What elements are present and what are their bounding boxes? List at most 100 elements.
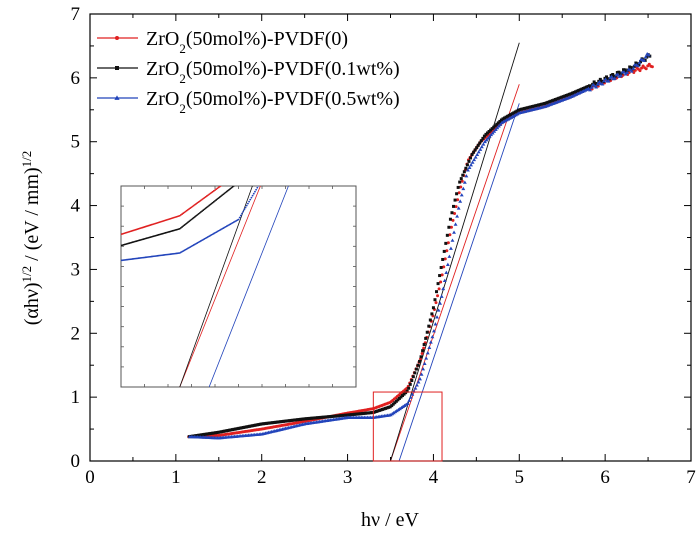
data-point [224, 429, 228, 433]
data-point [422, 343, 426, 347]
data-point [592, 80, 596, 84]
inset-data-point [222, 183, 224, 185]
data-point [263, 422, 267, 426]
data-point [333, 414, 337, 418]
data-point [198, 433, 202, 437]
inset-data-point [255, 144, 257, 146]
data-point [428, 318, 432, 322]
data-point [434, 301, 438, 305]
inset-data-point [228, 179, 230, 181]
data-point [515, 112, 520, 116]
data-point [254, 423, 258, 427]
inset-data-point [293, 51, 295, 53]
inset-data-point [255, 139, 257, 141]
inset-data-point [312, 0, 314, 2]
data-series [187, 52, 654, 440]
inset-data-point [301, 23, 303, 25]
inset-data-point [226, 181, 228, 183]
data-point [469, 163, 473, 167]
data-point [197, 433, 201, 437]
data-point [526, 106, 530, 110]
data-point [441, 257, 445, 261]
data-point [430, 312, 434, 316]
data-point [496, 121, 500, 125]
data-point [618, 73, 623, 77]
data-point [518, 108, 522, 112]
data-point [499, 118, 503, 122]
data-point [643, 54, 648, 59]
inset-data-point [248, 152, 250, 154]
data-point [581, 86, 585, 90]
data-point [272, 420, 276, 424]
data-point [521, 107, 525, 111]
inset-data-point [322, 24, 324, 26]
x-tick-label: 2 [257, 467, 267, 488]
data-point [529, 105, 533, 109]
data-point [535, 103, 539, 107]
inset-data-point [233, 175, 235, 177]
data-point [482, 134, 486, 138]
inset-data-point [236, 182, 238, 184]
inset-data-point [258, 139, 260, 141]
inset-data-point [235, 174, 237, 176]
inset-data-point [290, 118, 292, 120]
data-point [419, 355, 423, 359]
data-point [533, 104, 537, 108]
data-point [271, 421, 275, 425]
data-point [278, 420, 282, 424]
data-point [495, 122, 499, 126]
inset-data-point [308, 10, 310, 12]
data-point [532, 104, 536, 108]
data-point [530, 105, 534, 109]
data-point [218, 430, 222, 434]
data-point [462, 170, 466, 174]
data-point [492, 125, 496, 129]
data-point [346, 413, 350, 417]
inset-data-point [260, 130, 262, 132]
data-point [282, 419, 286, 423]
data-point [240, 426, 244, 430]
data-point [246, 425, 250, 429]
y-tick-label: 6 [71, 68, 81, 89]
inset-data-point [219, 186, 222, 187]
data-point [588, 88, 592, 92]
inset-series-2 [121, 24, 324, 262]
inset-data-point [254, 147, 256, 149]
data-point [411, 375, 415, 379]
data-point [549, 99, 553, 103]
inset-data-point [262, 177, 264, 179]
data-point [638, 69, 642, 73]
data-point [513, 112, 518, 117]
data-point [413, 371, 417, 375]
data-point [594, 85, 599, 89]
inset-data-point [247, 162, 249, 164]
data-point [416, 380, 421, 384]
data-point [515, 109, 519, 113]
data-point [354, 412, 358, 416]
inset-data-point [255, 188, 258, 191]
data-point [606, 77, 610, 81]
data-point [297, 418, 301, 422]
data-point [427, 345, 432, 349]
inset-data-point [245, 204, 248, 207]
series-2 [187, 52, 651, 440]
inset-data-point [236, 173, 238, 175]
data-point [623, 68, 627, 72]
y-tick-label: 1 [71, 387, 81, 408]
inset-data-point [268, 117, 270, 119]
inset-data-point [307, 3, 309, 5]
inset-data-point [278, 151, 280, 153]
inset-data-point [241, 174, 243, 176]
inset-data-point [235, 183, 237, 185]
data-point [650, 65, 654, 69]
data-point [334, 414, 338, 418]
data-point [575, 89, 579, 93]
data-point [490, 127, 494, 131]
data-point [499, 120, 504, 125]
data-point [266, 421, 270, 425]
data-point [646, 53, 651, 57]
inset-data-point [253, 149, 255, 151]
data-point [635, 63, 640, 68]
data-point [251, 424, 255, 428]
data-point [348, 413, 352, 417]
